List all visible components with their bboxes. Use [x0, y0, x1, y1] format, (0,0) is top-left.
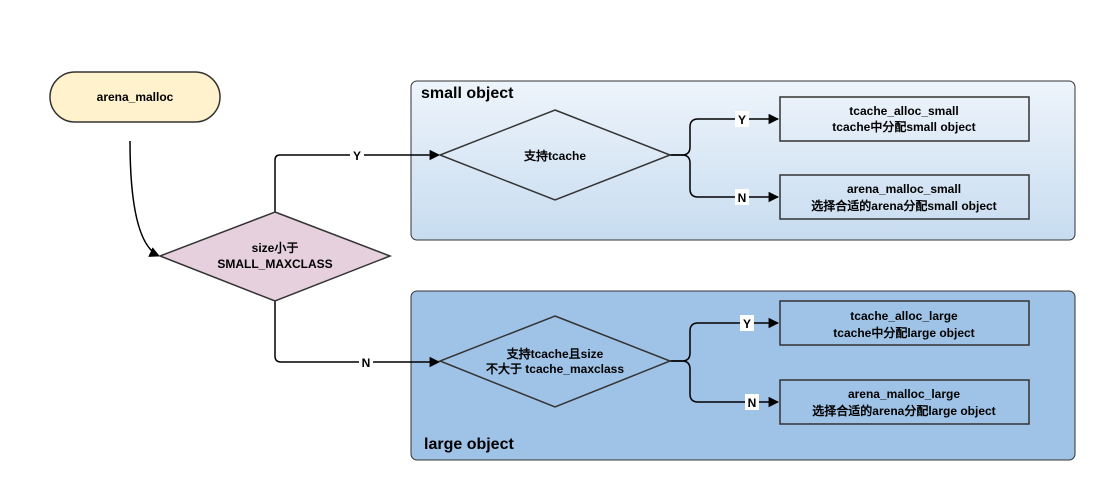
edge-large-yes: [670, 317, 780, 362]
svg-text:不大于 tcache_maxclass: 不大于 tcache_maxclass: [486, 361, 624, 376]
decision-size-check: size小于 SMALL_MAXCLASS: [157, 211, 393, 302]
decision-tcache-small: 支持tcache: [437, 109, 673, 201]
start-node-arena-malloc: arena_malloc: [49, 71, 221, 123]
small-object-group-title: small object: [421, 85, 514, 102]
svg-text:arena_malloc: arena_malloc: [97, 90, 174, 104]
edge-size-no: [274, 301, 441, 368]
edge-label-size-no: N: [359, 354, 373, 370]
process-tcache-alloc-small: tcache_alloc_small tcache中分配small object: [779, 96, 1030, 142]
small-object-group: small object: [410, 80, 1076, 241]
edge-small-no: [670, 154, 780, 203]
svg-text:选择合适的arena分配small object: 选择合适的arena分配small object: [811, 198, 996, 213]
svg-text:tcache中分配large object: tcache中分配large object: [833, 325, 974, 340]
process-arena-malloc-large: arena_malloc_large 选择合适的arena分配large obj…: [779, 379, 1030, 425]
edge-large-no: [670, 360, 780, 408]
svg-text:支持tcache: 支持tcache: [523, 148, 586, 163]
svg-text:arena_malloc_small: arena_malloc_small: [847, 182, 961, 196]
svg-text:arena_malloc_large: arena_malloc_large: [848, 387, 960, 401]
edge-label-large-no: N: [745, 394, 759, 410]
svg-text:选择合适的arena分配large object: 选择合适的arena分配large object: [812, 403, 995, 418]
svg-text:SMALL_MAXCLASS: SMALL_MAXCLASS: [217, 257, 332, 271]
svg-text:tcache_alloc_small: tcache_alloc_small: [849, 104, 958, 118]
decision-tcache-large: 支持tcache且size 不大于 tcache_maxclass: [437, 315, 673, 408]
process-tcache-alloc-large: tcache_alloc_large tcache中分配large object: [779, 300, 1030, 346]
svg-text:Y: Y: [738, 113, 746, 127]
edge-small-yes: [670, 113, 780, 156]
edge-size-yes: [274, 149, 441, 212]
svg-text:tcache_alloc_large: tcache_alloc_large: [850, 309, 958, 323]
svg-text:tcache中分配small object: tcache中分配small object: [832, 119, 975, 134]
svg-text:Y: Y: [743, 317, 751, 331]
svg-text:支持tcache且size: 支持tcache且size: [506, 346, 604, 361]
large-object-group: large object: [410, 290, 1076, 461]
process-arena-malloc-small: arena_malloc_small 选择合适的arena分配small obj…: [779, 174, 1030, 220]
edge-label-size-yes: Y: [350, 147, 364, 163]
svg-text:size小于: size小于: [252, 240, 299, 255]
edge-start-to-size-check: [129, 140, 160, 257]
edge-label-large-yes: Y: [740, 315, 754, 331]
large-object-group-title: large object: [424, 436, 514, 453]
svg-text:N: N: [362, 356, 371, 370]
svg-text:N: N: [748, 396, 757, 410]
edge-label-small-no: N: [735, 189, 749, 205]
svg-text:N: N: [738, 191, 747, 205]
edge-label-small-yes: Y: [735, 111, 749, 127]
svg-text:Y: Y: [353, 149, 361, 163]
